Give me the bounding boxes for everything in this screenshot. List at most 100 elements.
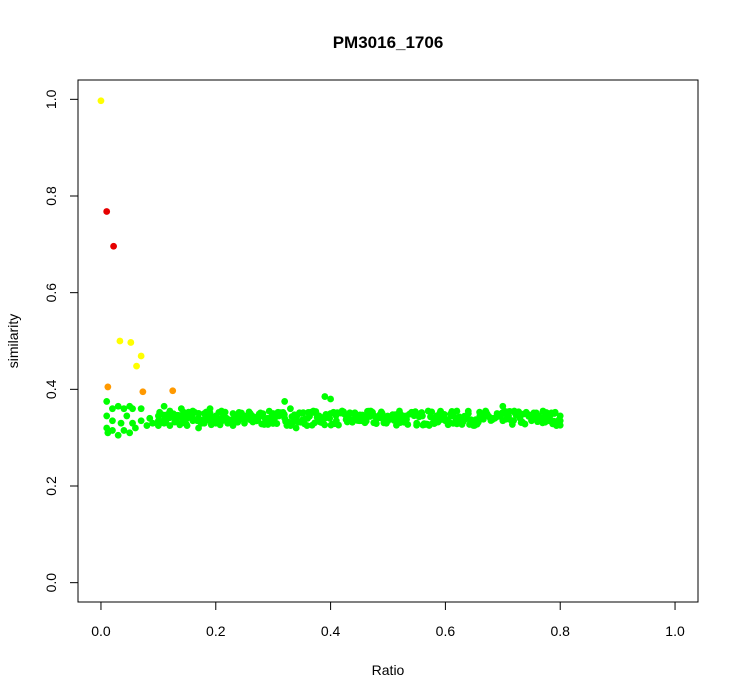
data-point xyxy=(309,407,317,415)
data-point xyxy=(200,410,208,417)
y-tick-label: 0.2 xyxy=(43,476,59,496)
data-point xyxy=(430,414,438,422)
data-point xyxy=(499,417,507,425)
data-point xyxy=(372,420,380,428)
data-point xyxy=(264,414,271,422)
data-point xyxy=(436,410,444,417)
data-point xyxy=(476,412,484,420)
data-point xyxy=(332,417,340,425)
y-axis: 0.0 0.2 0.4 0.6 0.8 1.0 xyxy=(43,89,79,593)
data-point xyxy=(367,407,375,415)
data-point xyxy=(493,410,501,417)
data-point xyxy=(419,412,426,420)
data-point xyxy=(177,405,185,413)
data-point xyxy=(218,414,225,422)
data-point xyxy=(109,427,116,434)
data-point xyxy=(499,402,507,410)
data-point xyxy=(384,417,392,425)
data-point xyxy=(149,419,157,427)
data-point xyxy=(117,419,125,427)
data-point xyxy=(396,407,403,415)
data-point xyxy=(362,417,370,425)
data-point xyxy=(545,414,553,422)
data-point xyxy=(241,419,248,427)
data-point xyxy=(235,414,243,422)
x-tick-label: 0.6 xyxy=(436,623,456,639)
data-point xyxy=(401,414,409,422)
data-point xyxy=(344,414,352,422)
data-point xyxy=(355,417,363,425)
data-point xyxy=(137,417,145,425)
data-point xyxy=(556,412,564,420)
data-point-yellow xyxy=(133,362,140,370)
y-axis-label: similarity xyxy=(5,314,21,368)
data-point xyxy=(303,422,311,429)
y-tick-label: 0.8 xyxy=(43,186,59,206)
data-point-yellow xyxy=(116,337,124,345)
data-point xyxy=(269,419,277,427)
data-point xyxy=(528,417,535,425)
data-point xyxy=(258,412,266,420)
data-point xyxy=(183,422,191,429)
data-point xyxy=(516,414,524,422)
data-point xyxy=(539,407,547,415)
x-tick-label: 1.0 xyxy=(665,623,685,639)
data-point xyxy=(172,414,179,422)
data-point xyxy=(510,407,518,415)
y-tick-label: 0.4 xyxy=(43,379,59,399)
data-point xyxy=(137,405,145,413)
data-point xyxy=(241,412,248,420)
data-point-orange xyxy=(139,388,147,396)
data-point-orange xyxy=(104,383,112,391)
data-point xyxy=(361,412,369,420)
data-point xyxy=(275,412,283,420)
x-tick-label: 0.8 xyxy=(550,623,570,639)
data-point xyxy=(218,407,225,415)
x-axis: 0.0 0.2 0.4 0.6 0.8 1.0 xyxy=(91,601,685,639)
data-point xyxy=(447,412,455,420)
data-point xyxy=(321,421,329,429)
data-point xyxy=(551,410,558,417)
data-point xyxy=(338,407,346,415)
data-point xyxy=(160,419,168,427)
y-tick-label: 0.0 xyxy=(43,573,59,593)
data-point xyxy=(252,417,260,425)
green-points-layer xyxy=(103,393,564,439)
data-point xyxy=(404,421,412,428)
data-point-red xyxy=(103,208,111,215)
data-point xyxy=(103,398,111,405)
data-point xyxy=(327,410,334,417)
data-point xyxy=(114,431,122,439)
data-point xyxy=(126,429,134,437)
data-point xyxy=(120,427,128,434)
data-point xyxy=(223,417,231,425)
data-point xyxy=(442,417,449,425)
data-point xyxy=(321,414,329,422)
data-point xyxy=(281,398,289,405)
data-point xyxy=(132,424,139,432)
data-point xyxy=(390,412,398,420)
chart-title: PM3016_1706 xyxy=(333,33,444,52)
data-point xyxy=(183,412,191,420)
data-point xyxy=(189,407,197,415)
data-point xyxy=(109,405,116,413)
data-point xyxy=(189,417,197,425)
data-point xyxy=(487,414,495,422)
data-point xyxy=(166,422,174,429)
data-point xyxy=(154,412,162,420)
x-tick-label: 0.2 xyxy=(206,623,226,639)
data-point xyxy=(533,412,541,420)
data-point xyxy=(522,410,530,417)
data-point xyxy=(287,405,294,413)
data-point xyxy=(177,419,185,427)
data-point xyxy=(212,412,220,420)
data-point xyxy=(373,414,380,422)
data-point xyxy=(459,414,467,422)
data-point xyxy=(206,417,214,425)
data-point xyxy=(269,410,277,417)
data-point xyxy=(470,417,478,425)
data-point xyxy=(114,402,122,410)
data-point xyxy=(315,412,323,420)
x-axis-label: Ratio xyxy=(372,662,405,678)
highlighted-points-layer xyxy=(97,97,177,396)
